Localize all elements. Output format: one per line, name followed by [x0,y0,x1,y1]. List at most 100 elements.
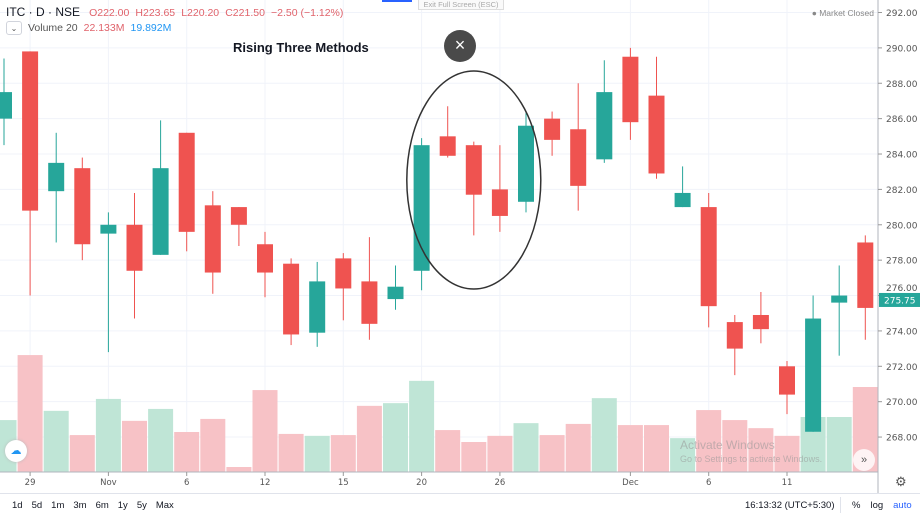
chevron-down-icon[interactable]: ⌄ [6,21,22,35]
candle-body[interactable] [491,189,508,216]
low-value: L220.20 [181,7,220,19]
candle-body[interactable] [0,92,12,119]
candle-body[interactable] [100,224,117,234]
settings-gear-icon[interactable]: ⚙ [895,474,907,489]
price-tick-label: 292.00 [886,9,918,19]
candle-body[interactable] [831,295,848,303]
range-1y[interactable]: 1y [117,500,128,511]
price-chart[interactable]: 268.00 270.00 272.00 274.00 276.00 278.00 280.… [0,0,920,493]
time-tick-label: Dec [622,478,639,488]
time-tick-label: 6 [184,478,189,488]
candle-body[interactable] [204,205,221,273]
time-tick-label: 29 [25,478,36,488]
volume-bar [122,420,147,472]
candle-body[interactable] [152,168,169,255]
volume-value: 22.133M [83,22,125,34]
candle-body[interactable] [465,145,482,195]
volume-bar [565,423,591,472]
percent-toggle[interactable]: % [852,500,861,511]
volume-bar [774,435,800,472]
candle-body[interactable] [335,258,352,289]
time-tick-label: 26 [494,478,505,488]
candle-body[interactable] [178,132,195,232]
candle-body[interactable] [22,51,39,211]
time-tick-label: 12 [260,478,271,488]
scroll-to-realtime-icon[interactable]: » [853,449,875,471]
candle-body[interactable] [596,92,613,160]
volume-bar [304,435,330,472]
volume-bar [69,435,95,472]
range-3m[interactable]: 3m [73,500,87,511]
candle-body[interactable] [309,281,326,333]
range-1d[interactable]: 1d [12,500,23,511]
volume-legend: ⌄ Volume 20 22.133M 19.892M [6,21,171,35]
close-value: C221.50 [225,7,265,19]
candle-body[interactable] [126,224,143,271]
candle-body[interactable] [857,242,874,308]
candle-body[interactable] [518,125,534,202]
range-6m[interactable]: 6m [95,500,109,511]
symbol-name[interactable]: ITC · D · NSE [6,5,80,19]
symbol-legend: ITC · D · NSE O222.00 H223.65 L220.20 C2… [6,5,346,19]
candle-body[interactable] [805,318,822,432]
candle-body[interactable] [361,281,378,324]
exit-fullscreen-button[interactable]: Exit Full Screen (ESC) [418,0,504,10]
volume-bar [252,390,278,472]
range-max[interactable]: Max [155,500,174,511]
candle-body[interactable] [257,244,273,273]
candle-body[interactable] [413,145,430,271]
volume-bar [696,410,722,472]
pattern-ellipse-annotation [406,70,542,290]
high-value: H223.65 [135,7,176,19]
candle-body[interactable] [48,162,65,192]
price-tick-label: 282.00 [886,186,918,196]
volume-bar [148,408,174,472]
range-5y[interactable]: 5y [136,500,147,511]
candle-body[interactable] [283,263,300,335]
tradingview-logo-icon[interactable]: ☁ [5,440,27,462]
candle-body[interactable] [622,56,639,123]
candle-body[interactable] [387,286,404,300]
auto-toggle[interactable]: auto [893,500,912,511]
open-value: O222.00 [89,7,130,19]
volume-bar [278,433,304,472]
candle-body[interactable] [439,136,456,156]
price-tick-label: 290.00 [886,44,918,54]
candle-body[interactable] [726,322,743,349]
volume-bar [174,432,200,472]
price-tick-label: 272.00 [886,363,918,373]
volume-bar [226,467,252,472]
candle-body[interactable] [230,207,247,225]
volume-label: Volume 20 [28,22,78,34]
range-selector: 1d 5d 1m 3m 6m 1y 5y Max [12,500,174,511]
volume-bar [748,428,774,472]
log-toggle[interactable]: log [870,500,884,511]
candle-body[interactable] [700,207,717,307]
candle-body[interactable] [544,118,561,140]
candle-body[interactable] [648,95,665,174]
candle-body[interactable] [779,366,795,395]
fullscreen-indicator [382,0,412,2]
time-tick-label: 20 [416,478,427,488]
volume-bar [461,442,487,472]
volume-bar [591,398,617,472]
volume-bar [617,425,643,472]
range-5d[interactable]: 5d [31,500,43,511]
volume-bar [330,435,356,472]
volume-bar [43,410,69,472]
time-tick-label: 15 [338,478,349,488]
last-price-marker [879,292,920,307]
candle-body[interactable] [74,168,91,245]
volume-bar [513,423,539,472]
candle-body[interactable] [674,192,691,208]
annotation-title: Rising Three Methods [233,40,369,55]
price-tick-label: 284.00 [886,151,918,161]
range-1m[interactable]: 1m [51,500,65,511]
close-icon[interactable]: × [444,30,476,62]
candle-body[interactable] [752,314,769,330]
candle-body[interactable] [570,129,587,186]
price-tick-label: 288.00 [886,80,918,90]
activate-windows-watermark: Activate Windows Go to Settings to activa… [680,438,822,466]
volume-ma-value: 19.892M [130,22,172,34]
price-tick-label: 278.00 [886,257,918,267]
